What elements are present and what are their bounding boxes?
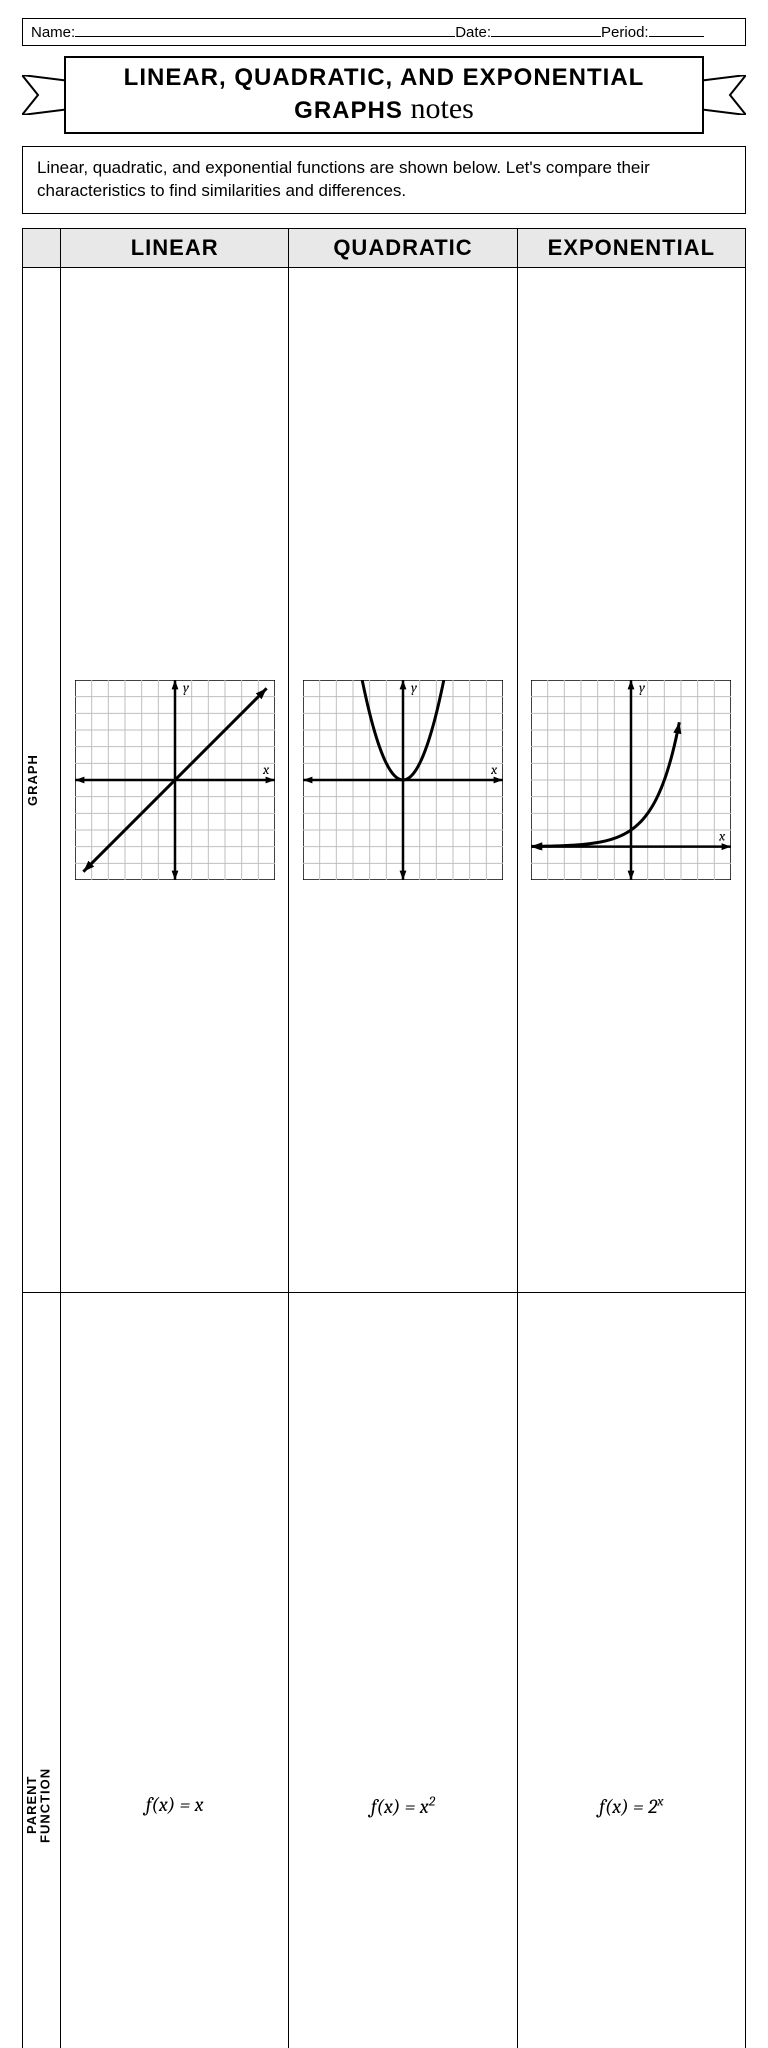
svg-text:y: y — [411, 680, 418, 696]
linear-graph: yx — [75, 680, 275, 880]
title-banner: LINEAR, QUADRATIC, AND EXPONENTIAL GRAPH… — [22, 56, 746, 134]
date-label: Date: — [455, 24, 491, 41]
ribbon-right-icon — [698, 75, 746, 115]
name-label: Name: — [31, 24, 75, 41]
row-label-graph: GRAPH — [23, 268, 42, 1292]
banner-script: notes — [411, 92, 474, 125]
banner-title: LINEAR, QUADRATIC, AND EXPONENTIAL GRAPH… — [124, 64, 645, 124]
graph-quadratic-cell: yx — [289, 267, 517, 1292]
col-header-quadratic: QUADRATIC — [289, 228, 517, 267]
comparison-table: LINEAR QUADRATIC EXPONENTIAL GRAPH yx yx… — [22, 228, 746, 2048]
header-fields: Name: Date: Period: — [22, 18, 746, 46]
corner-cell — [23, 228, 61, 267]
exponential-graph: yx — [531, 680, 731, 880]
quadratic-graph: yx — [303, 680, 503, 880]
pf-quadratic: f(x) = x2 — [289, 1292, 517, 2048]
svg-text:x: x — [262, 761, 270, 778]
col-header-exponential: EXPONENTIAL — [517, 228, 745, 267]
row-label-parent-function: PARENTFUNCTION — [23, 1293, 54, 2048]
description-box: Linear, quadratic, and exponential funct… — [22, 146, 746, 214]
period-line[interactable] — [649, 23, 704, 37]
col-header-linear: LINEAR — [61, 228, 289, 267]
svg-text:x: x — [490, 761, 498, 778]
pf-linear: f(x) = x — [61, 1292, 289, 2048]
svg-text:y: y — [639, 680, 646, 696]
description-text: Linear, quadratic, and exponential funct… — [37, 158, 650, 200]
date-line[interactable] — [491, 23, 601, 37]
svg-text:x: x — [718, 828, 726, 845]
svg-text:y: y — [183, 680, 190, 696]
name-line[interactable] — [75, 23, 455, 37]
pf-exponential: f(x) = 2x — [517, 1292, 745, 2048]
ribbon-left-icon — [22, 75, 70, 115]
graph-exponential-cell: yx — [517, 267, 745, 1292]
graph-linear-cell: yx — [61, 267, 289, 1292]
period-label: Period: — [601, 24, 649, 41]
